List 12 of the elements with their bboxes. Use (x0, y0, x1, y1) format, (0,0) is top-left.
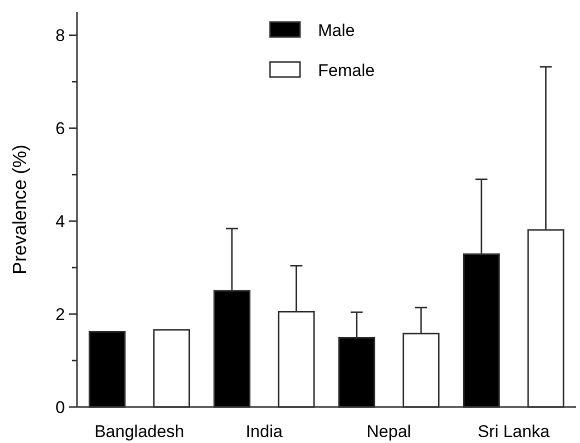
legend-label: Female (318, 60, 375, 80)
x-tick-label: Nepal (366, 422, 412, 441)
x-tick-label: Bangladesh (94, 422, 184, 441)
x-tick-label: India (246, 422, 284, 441)
y-tick-label: 8 (56, 26, 65, 46)
y-tick-label: 2 (56, 305, 65, 324)
x-tick-label: Sri Lanka (478, 422, 550, 441)
y-axis-title: Prevalence (%) (10, 144, 31, 274)
y-tick-label: 4 (56, 212, 65, 232)
legend-label: Male (318, 20, 355, 40)
y-tick-label: 0 (56, 398, 65, 417)
y-tick-label: 6 (56, 119, 65, 138)
